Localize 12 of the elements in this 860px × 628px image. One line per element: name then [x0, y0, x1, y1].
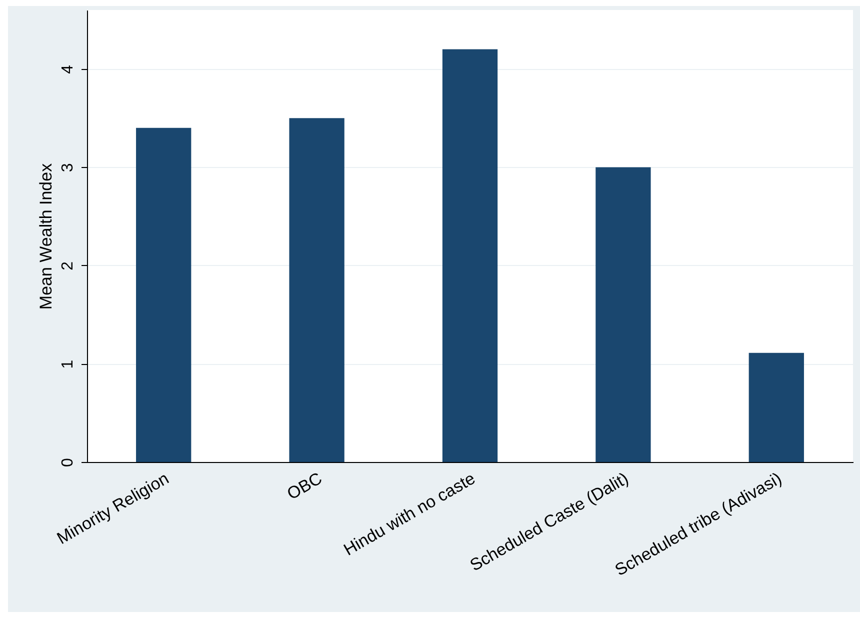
y-tick-label: 3 [60, 163, 76, 172]
y-axis-title: Mean Wealth Index [36, 162, 56, 310]
bar [136, 128, 192, 462]
y-tick-label: 0 [60, 458, 76, 467]
y-tick-label: 1 [60, 360, 76, 369]
y-tick-label: 2 [60, 261, 76, 270]
y-tick-label: 4 [60, 64, 76, 74]
bar [442, 49, 498, 462]
bar [596, 167, 651, 462]
x-tick-label: OBC [284, 468, 326, 504]
bar [289, 118, 344, 462]
bar [748, 352, 804, 462]
